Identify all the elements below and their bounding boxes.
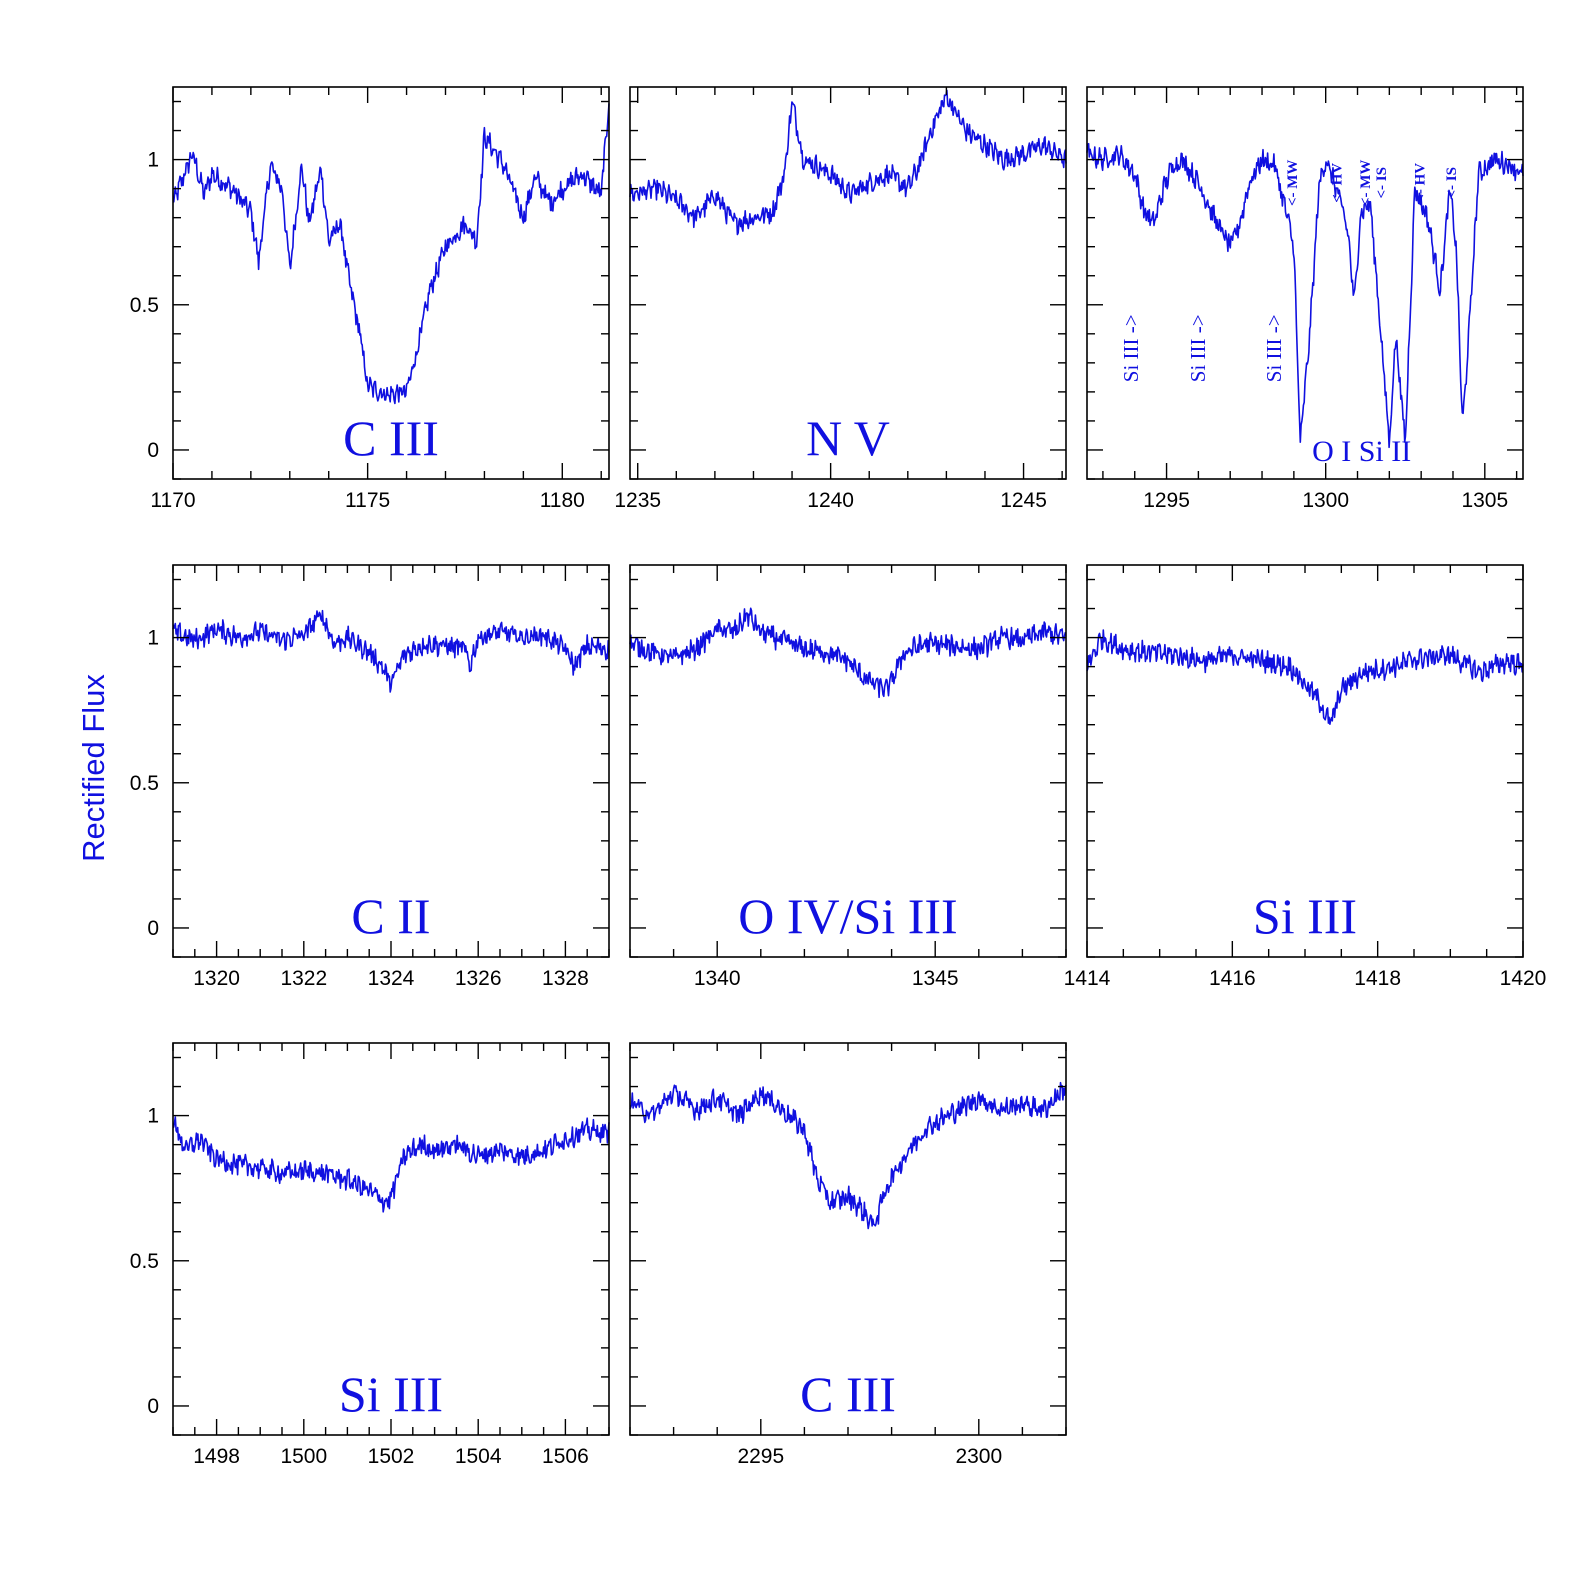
x-tick-label: 1305 — [1461, 489, 1508, 512]
x-tick-label: 2295 — [737, 1445, 784, 1468]
y-tick-label: 1 — [147, 149, 159, 172]
panel-frame — [629, 86, 1067, 480]
line-annotation: <- MW — [1285, 160, 1301, 206]
panel-4: 1320 1322 1324 1326 1328 0 0.5 1 C II — [130, 564, 610, 990]
panel-1: 1170 1175 1180 0 0.5 1 C III — [130, 86, 610, 512]
x-tick-label: 1500 — [280, 1445, 327, 1468]
x-tick-label: 1324 — [368, 967, 415, 990]
panel-ion-label: N V — [806, 410, 890, 466]
y-tick-label: 0 — [147, 439, 159, 462]
spectrum-line — [1086, 629, 1524, 725]
spectrum-line — [172, 609, 610, 693]
x-tick-label: 1180 — [540, 489, 585, 512]
x-tick-label: 1345 — [912, 967, 959, 990]
panel-6: 1414 1416 1418 1420 Si III — [1064, 564, 1547, 990]
line-annotation: <- IS — [1444, 167, 1460, 198]
panel-8: 2295 2300 C III — [629, 1042, 1067, 1468]
x-tick-label: 1170 — [150, 489, 195, 512]
panel-ion-label: Si III — [1253, 888, 1357, 944]
y-axis-label: Rectified Flux — [76, 674, 111, 862]
x-tick-label: 1498 — [193, 1445, 240, 1468]
x-tick-label: 1322 — [280, 967, 327, 990]
x-tick-label: 1340 — [694, 967, 741, 990]
spectrum-line — [172, 103, 610, 405]
panels-group: 1170 1175 1180 0 0.5 1 C III 1235 1240 1245 N V 129… — [130, 86, 1547, 1468]
spectrum-line — [172, 1116, 610, 1213]
y-tick-label: 1 — [147, 627, 159, 650]
x-tick-label: 1420 — [1500, 967, 1547, 990]
x-tick-label: 1414 — [1064, 967, 1111, 990]
spectrum-line — [629, 89, 1067, 236]
line-annotation: <- MW — [1358, 160, 1374, 206]
panel-2: 1235 1240 1245 N V — [614, 86, 1067, 512]
x-tick-label: 1175 — [345, 489, 390, 512]
y-tick-label: 0 — [147, 1395, 159, 1418]
x-tick-label: 1245 — [1000, 489, 1047, 512]
x-tick-label: 1295 — [1143, 489, 1190, 512]
x-tick-label: 1328 — [542, 967, 589, 990]
x-tick-label: 1502 — [368, 1445, 415, 1468]
y-tick-label: 0.5 — [130, 1250, 159, 1273]
x-tick-label: 1418 — [1354, 967, 1401, 990]
line-annotation: Si III -> — [1262, 314, 1286, 382]
line-annotation: <- HV — [1330, 163, 1346, 203]
line-annotation: Si III -> — [1186, 314, 1210, 382]
x-tick-label: 1416 — [1209, 967, 1256, 990]
x-tick-label: 1235 — [614, 489, 661, 512]
x-tick-label: 1504 — [455, 1445, 502, 1468]
line-annotation: <- HV — [1412, 163, 1428, 203]
panel-7: 1498 1500 1502 1504 1506 0 0.5 1 Si III — [130, 1042, 610, 1468]
line-annotation: Si III -> — [1119, 314, 1143, 382]
x-tick-label: 1240 — [807, 489, 854, 512]
spectrum-line — [629, 1081, 1067, 1230]
panel-frame — [172, 86, 610, 480]
y-tick-label: 1 — [147, 1105, 159, 1128]
panel-ion-label: Si III — [339, 1366, 443, 1422]
line-annotation: <- IS — [1374, 167, 1390, 198]
panel-ion-label: C II — [351, 888, 430, 944]
panel-ion-label: C III — [800, 1366, 896, 1422]
y-tick-label: 0.5 — [130, 772, 159, 795]
x-tick-label: 1506 — [542, 1445, 589, 1468]
y-tick-label: 0.5 — [130, 294, 159, 317]
x-tick-label: 1326 — [455, 967, 502, 990]
y-tick-label: 0 — [147, 917, 159, 940]
panel-ion-label: O I Si II — [1312, 435, 1411, 468]
panel-ion-label: C III — [343, 410, 439, 466]
x-tick-label: 1300 — [1302, 489, 1349, 512]
panel-ion-label: O IV/Si III — [738, 888, 957, 944]
panel-3: 1295 1300 1305 O I Si II Si III -> Si III -> S… — [1086, 86, 1524, 512]
x-tick-label: 2300 — [955, 1445, 1002, 1468]
panel-5: 1340 1345 O IV/Si III — [629, 564, 1067, 990]
spectrum-line — [629, 607, 1067, 699]
panel-frame — [1086, 86, 1524, 480]
spectrum-line — [1086, 142, 1524, 449]
x-tick-label: 1320 — [193, 967, 240, 990]
